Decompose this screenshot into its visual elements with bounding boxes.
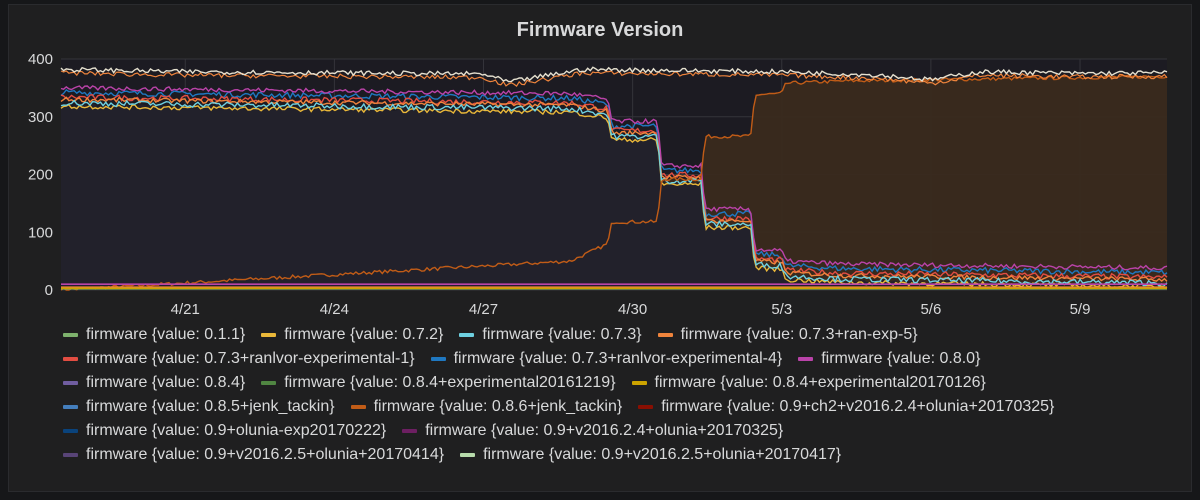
panel-title[interactable]: Firmware Version — [516, 19, 684, 41]
y-tick-label: 200 — [28, 167, 53, 184]
legend-label: firmware {value: 0.9+ch2+v2016.2.4+oluni… — [661, 398, 1055, 415]
legend-item[interactable]: firmware {value: 0.8.6+jenk_tackin} — [350, 395, 623, 419]
series-line-total — [60, 66, 1168, 83]
chart-legend: firmware {value: 0.1.1} firmware {value: … — [63, 323, 1193, 467]
x-tick-label: 4/24 — [320, 301, 349, 315]
y-tick-label: 0 — [45, 282, 53, 299]
legend-swatch — [63, 333, 78, 337]
legend-item[interactable]: firmware {value: 0.8.4} — [63, 371, 245, 395]
legend-item[interactable]: firmware {value: 0.8.0} — [798, 347, 980, 371]
legend-item[interactable]: firmware {value: 0.9+v2016.2.4+olunia+20… — [402, 419, 783, 443]
legend-swatch — [63, 381, 78, 385]
legend-item[interactable]: firmware {value: 0.1.1} — [63, 323, 245, 347]
legend-label: firmware {value: 0.1.1} — [86, 326, 246, 343]
legend-item[interactable]: firmware {value: 0.9+ch2+v2016.2.4+oluni… — [638, 395, 1054, 419]
series-line — [60, 99, 1168, 287]
legend-item[interactable]: firmware {value: 0.7.3+ranlvor-experimen… — [63, 347, 415, 371]
series-line-0-7-3-ran-exp-5-top — [60, 70, 1168, 87]
x-tick-label: 4/30 — [618, 301, 647, 315]
legend-item[interactable]: firmware {value: 0.9+v2016.2.5+olunia+20… — [460, 443, 841, 467]
legend-label: firmware {value: 0.9+olunia-exp20170222} — [86, 422, 387, 439]
legend-label: firmware {value: 0.9+v2016.2.4+olunia+20… — [425, 422, 784, 439]
legend-label: firmware {value: 0.8.5+jenk_tackin} — [86, 398, 335, 415]
legend-item[interactable]: firmware {value: 0.7.3+ranlvor-experimen… — [430, 347, 783, 371]
legend-item[interactable]: firmware {value: 0.7.3+ran-exp-5} — [657, 323, 918, 347]
legend-swatch — [63, 357, 78, 361]
chart-plot: 0 100 200 300 400 4/21 4/24 4/27 4/30 5/3 5/6 5/9 — [28, 51, 1168, 315]
legend-swatch — [63, 429, 78, 433]
legend-swatch — [261, 381, 277, 385]
y-tick-label: 300 — [28, 109, 53, 126]
x-tick-label: 4/21 — [171, 301, 200, 315]
legend-swatch — [63, 453, 78, 457]
legend-swatch — [402, 429, 418, 433]
legend-swatch — [63, 405, 78, 409]
legend-item[interactable]: firmware {value: 0.8.4+experimental20170… — [631, 371, 986, 395]
legend-label: firmware {value: 0.7.3} — [482, 326, 642, 343]
x-tick-label: 5/3 — [771, 301, 792, 315]
legend-swatch — [638, 405, 654, 409]
legend-swatch — [657, 333, 673, 337]
series-line — [60, 103, 1168, 290]
legend-label: firmware {value: 0.8.4+experimental20170… — [654, 374, 986, 391]
legend-item[interactable]: firmware {value: 0.9+olunia-exp20170222} — [63, 419, 386, 443]
x-tick-label: 4/27 — [469, 301, 498, 315]
legend-swatch — [459, 333, 475, 337]
legend-swatch — [261, 333, 277, 337]
series-area-0-8-6-jenk-tackin — [61, 75, 1167, 290]
series-line-0-8-6-jenk-tackin — [60, 74, 1168, 291]
y-tick-label: 100 — [28, 224, 53, 241]
legend-item[interactable]: firmware {value: 0.8.4+experimental20161… — [261, 371, 616, 395]
legend-swatch — [460, 453, 476, 457]
legend-item[interactable]: firmware {value: 0.7.2} — [261, 323, 443, 347]
legend-label: firmware {value: 0.7.3+ranlvor-experimen… — [86, 350, 415, 367]
legend-item[interactable]: firmware {value: 0.7.3} — [459, 323, 642, 347]
legend-label: firmware {value: 0.7.3+ranlvor-experimen… — [453, 350, 783, 367]
legend-label: firmware {value: 0.9+v2016.2.5+olunia+20… — [483, 446, 842, 463]
legend-label: firmware {value: 0.9+v2016.2.5+olunia+20… — [86, 446, 445, 463]
legend-label: firmware {value: 0.8.4} — [86, 374, 246, 391]
y-tick-label: 400 — [28, 51, 53, 68]
legend-label: firmware {value: 0.8.0} — [821, 350, 981, 367]
legend-item[interactable]: firmware {value: 0.8.5+jenk_tackin} — [63, 395, 335, 419]
legend-swatch — [631, 381, 647, 385]
legend-swatch — [798, 357, 814, 361]
graph-panel: Firmware Version 0 100 200 300 400 4/21 4/24 4/… — [8, 4, 1192, 492]
x-tick-label: 5/9 — [1070, 301, 1091, 315]
legend-swatch — [350, 405, 366, 409]
legend-item[interactable]: firmware {value: 0.9+v2016.2.5+olunia+20… — [63, 443, 444, 467]
legend-label: firmware {value: 0.7.3+ran-exp-5} — [680, 326, 918, 343]
series-area-0-8-5-jenk-tackin — [61, 103, 1167, 291]
legend-label: firmware {value: 0.8.4+experimental20161… — [284, 374, 616, 391]
x-tick-label: 5/6 — [920, 301, 941, 315]
series-line — [60, 85, 1168, 271]
legend-label: firmware {value: 0.7.2} — [284, 326, 444, 343]
legend-swatch — [430, 357, 446, 361]
legend-label: firmware {value: 0.8.6+jenk_tackin} — [373, 398, 623, 415]
